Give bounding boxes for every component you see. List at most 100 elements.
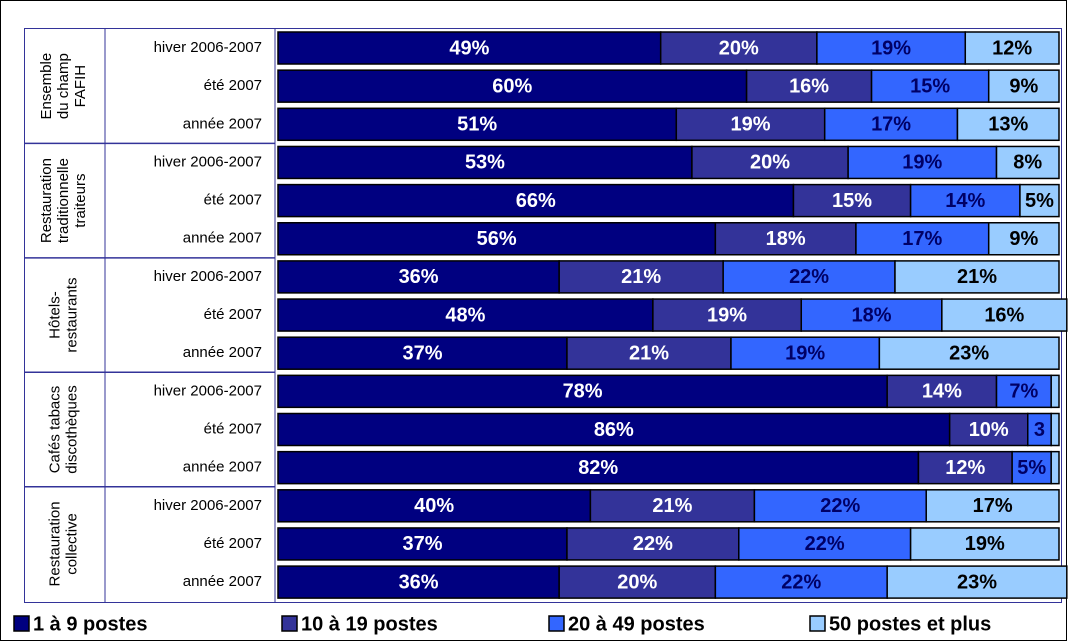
category-label: année 2007 xyxy=(183,344,262,361)
bar-segment xyxy=(909,183,1021,218)
legend-label: 1 à 9 postes xyxy=(33,613,148,635)
value-label: 37% xyxy=(402,342,442,364)
value-label: 13% xyxy=(988,114,1028,136)
value-label: 12% xyxy=(945,457,985,479)
bar-segment xyxy=(816,31,967,65)
group-label: FAFIH xyxy=(72,65,89,108)
category-label: hiver 2006-2007 xyxy=(154,153,262,170)
bar-segment xyxy=(277,374,888,409)
bar-segment xyxy=(753,489,927,523)
value-label: 5% xyxy=(1025,190,1054,212)
value-label: 40% xyxy=(414,495,454,517)
value-label: 12% xyxy=(992,37,1032,59)
bar-segment xyxy=(277,527,568,561)
value-label: 22% xyxy=(805,533,845,555)
bar-segment xyxy=(886,374,998,409)
group-label: traditionnelle xyxy=(55,158,72,243)
bar-segment xyxy=(917,450,1013,485)
value-label: 3 xyxy=(1034,419,1045,441)
group-label: Ensemble xyxy=(38,53,55,120)
legend-swatch xyxy=(13,615,30,632)
value-label: 22% xyxy=(789,266,829,288)
value-label: 36% xyxy=(399,266,439,288)
category-label: été 2007 xyxy=(204,420,262,437)
value-label: 36% xyxy=(399,571,439,593)
bar-segment xyxy=(277,69,748,103)
category-label: hiver 2006-2007 xyxy=(154,497,262,514)
bar-segment xyxy=(277,450,920,485)
bar-segment xyxy=(652,298,803,332)
value-label: 37% xyxy=(402,533,442,555)
bar-segment xyxy=(870,69,990,103)
bar-segment xyxy=(987,69,1060,103)
group-label: discothèques xyxy=(63,385,80,473)
value-label: 22% xyxy=(781,571,821,593)
value-label: 14% xyxy=(922,381,962,403)
bar-segment xyxy=(722,260,896,294)
value-label: 16% xyxy=(789,75,829,97)
value-label: 17% xyxy=(871,114,911,136)
value-label: 86% xyxy=(594,419,634,441)
category-label: été 2007 xyxy=(204,535,262,552)
value-label: 66% xyxy=(516,190,556,212)
value-label: 19% xyxy=(785,342,825,364)
bar-segment xyxy=(277,222,717,256)
bar-segment xyxy=(964,31,1060,65)
legend-label: 20 à 49 postes xyxy=(568,613,705,635)
category-label: été 2007 xyxy=(204,192,262,209)
value-label: 5% xyxy=(1017,457,1046,479)
value-label: 19% xyxy=(965,533,1005,555)
group-label: traiteurs xyxy=(72,174,89,228)
value-label: 21% xyxy=(621,266,661,288)
group-label: Hôtels- xyxy=(46,291,63,339)
value-label: 23% xyxy=(957,571,997,593)
value-label: 20% xyxy=(617,571,657,593)
category-label: année 2007 xyxy=(183,573,262,590)
bar-segment xyxy=(659,31,818,65)
value-label: 19% xyxy=(902,152,942,174)
bar-segment xyxy=(995,145,1060,180)
value-label: 49% xyxy=(449,37,489,59)
value-label: 8% xyxy=(1013,152,1042,174)
value-label: 15% xyxy=(832,190,872,212)
bar-segment xyxy=(566,527,740,561)
value-label: 53% xyxy=(465,152,505,174)
value-label: 21% xyxy=(957,266,997,288)
category-label: année 2007 xyxy=(183,230,262,247)
bar-segment xyxy=(925,489,1060,523)
bar-segment xyxy=(738,527,912,561)
bar-segment xyxy=(566,336,732,370)
value-label: 9% xyxy=(1009,228,1038,250)
value-label: 20% xyxy=(719,37,759,59)
value-label: 60% xyxy=(492,75,532,97)
bar-segment xyxy=(277,489,592,523)
legend-label: 10 à 19 postes xyxy=(301,613,438,635)
bar-segment xyxy=(886,565,1068,599)
value-label: 17% xyxy=(973,495,1013,517)
value-label: 21% xyxy=(652,495,692,517)
bar-segment xyxy=(1019,183,1060,218)
group-label: Cafés tabacs xyxy=(46,386,63,474)
value-label: 56% xyxy=(477,228,517,250)
value-label: 51% xyxy=(457,114,497,136)
bar-segment xyxy=(277,336,568,370)
value-label: 21% xyxy=(629,342,669,364)
group-label: Restauration xyxy=(46,501,63,586)
bar-segment xyxy=(847,145,998,180)
value-label: 22% xyxy=(633,533,673,555)
bar-segment xyxy=(1050,450,1060,485)
group-label: collective xyxy=(63,513,80,575)
legend-swatch xyxy=(548,615,565,632)
bar-segment xyxy=(675,107,826,142)
bar-segment xyxy=(730,336,881,370)
value-label: 15% xyxy=(910,75,950,97)
bar-segment xyxy=(823,107,959,142)
value-label: 9% xyxy=(1009,75,1038,97)
value-label: 16% xyxy=(984,304,1024,326)
bar-segment xyxy=(909,527,1060,561)
value-label: 10% xyxy=(969,419,1009,441)
bar-segment xyxy=(1050,412,1060,447)
value-label: 18% xyxy=(766,228,806,250)
bar-segment xyxy=(878,336,1060,370)
legend-swatch xyxy=(809,615,826,632)
